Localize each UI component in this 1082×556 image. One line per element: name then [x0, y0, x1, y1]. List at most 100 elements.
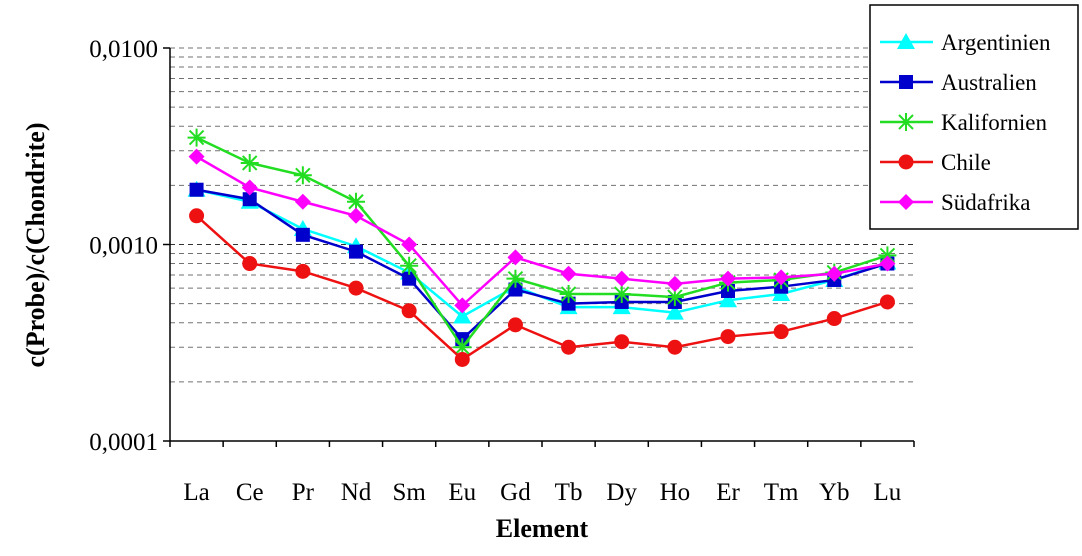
data-point [453, 307, 472, 324]
legend-item: Chile [880, 150, 991, 175]
marker-stroke [348, 194, 364, 210]
marker-stroke [454, 339, 470, 355]
data-point [293, 166, 312, 185]
marker-stroke [667, 289, 683, 305]
legend-label: Südafrika [941, 190, 1030, 215]
data-point [295, 227, 310, 242]
data-point [613, 270, 630, 287]
x-tick-label: La [183, 479, 209, 506]
data-point [773, 269, 790, 286]
x-tick-label: Tb [555, 479, 583, 506]
data-point [241, 179, 258, 196]
marker-stroke [898, 114, 914, 130]
data-point [506, 269, 525, 288]
data-point [189, 182, 204, 197]
data-point [507, 317, 523, 333]
marker-stroke [295, 167, 311, 184]
x-tick-label: Eu [448, 479, 476, 506]
y-ticks: 0,0100 0,0010 0,0001 [89, 36, 170, 456]
legend-item: Argentinien [880, 30, 1051, 55]
x-tick-label: Nd [341, 479, 372, 506]
legend: Argentinien Australien Kalifornien Chile Süd… [869, 4, 1079, 230]
data-point [240, 153, 259, 172]
data-point [347, 192, 365, 211]
data-point [879, 255, 896, 272]
legend-item: Australien [880, 70, 1037, 95]
data-point [614, 334, 630, 350]
data-point [826, 265, 843, 282]
data-point [189, 208, 205, 224]
marker-stroke [560, 286, 577, 302]
x-tick-label: Ho [660, 479, 691, 506]
data-point [454, 297, 471, 314]
x-tick-label: Lu [874, 479, 902, 506]
data-point [561, 296, 576, 311]
legend-marker [898, 194, 914, 210]
data-point [188, 148, 205, 165]
data-point [348, 280, 364, 296]
data-point [187, 128, 206, 147]
legend-label: Chile [941, 150, 991, 175]
data-point [560, 265, 577, 282]
data-point [295, 263, 311, 279]
x-axis-title: Element [496, 514, 589, 543]
marker-stroke [879, 247, 896, 264]
series-s-dafrika [188, 148, 896, 314]
data-point [294, 193, 311, 210]
data-point [401, 236, 418, 253]
data-point [720, 270, 736, 287]
data-point [561, 339, 577, 355]
data-point [667, 339, 683, 355]
legend-marker [897, 113, 915, 131]
marker-stroke [401, 257, 417, 274]
series-line [195, 155, 888, 308]
series-argentinien [187, 180, 897, 324]
y-axis-title: c(Probe)/c(Chondrite) [21, 122, 50, 367]
data-point [401, 303, 417, 319]
series-kalifornien [187, 128, 897, 357]
y-tick-label: 0,0010 [89, 233, 158, 260]
legend-marker [897, 33, 915, 49]
x-tick-label: Sm [392, 479, 426, 506]
legend-label: Australien [941, 70, 1037, 95]
data-point [773, 324, 789, 340]
x-tick-label: Er [716, 479, 740, 506]
data-point [349, 244, 363, 259]
data-point [719, 291, 737, 308]
legend-label: Kalifornien [941, 110, 1048, 135]
legend-marker [899, 75, 913, 89]
data-point [666, 275, 683, 292]
data-point [826, 311, 842, 327]
legend-marker [898, 154, 914, 170]
x-tick-label: Yb [819, 479, 850, 506]
data-point [242, 192, 257, 207]
x-ticks: La Ce Pr Nd Sm Eu Gd Tb Dy Ho Er Tm Yb Lu [169, 441, 915, 506]
x-tick-label: Gd [500, 479, 531, 506]
data-point [400, 256, 419, 275]
data-point [720, 329, 736, 345]
data-point [348, 207, 364, 224]
data-point [559, 284, 578, 303]
data-point [612, 284, 631, 303]
series-layer [187, 128, 897, 367]
data-point [879, 294, 895, 310]
data-point [665, 303, 684, 320]
marker-stroke [188, 129, 205, 146]
legend-label: Argentinien [941, 30, 1051, 55]
series-line [196, 136, 888, 350]
series-line [196, 188, 888, 341]
x-tick-label: Pr [292, 479, 315, 506]
data-point [242, 256, 258, 272]
data-point [507, 249, 524, 266]
data-point [402, 271, 417, 286]
series-line [195, 214, 888, 362]
marker-stroke [507, 270, 524, 287]
y-tick-label: 0,0100 [89, 36, 158, 63]
marker-stroke [242, 155, 258, 171]
x-tick-label: Dy [606, 479, 637, 506]
marker-stroke [614, 286, 630, 302]
data-point [508, 282, 523, 297]
series-chile [189, 208, 895, 367]
gridlines [170, 47, 914, 383]
